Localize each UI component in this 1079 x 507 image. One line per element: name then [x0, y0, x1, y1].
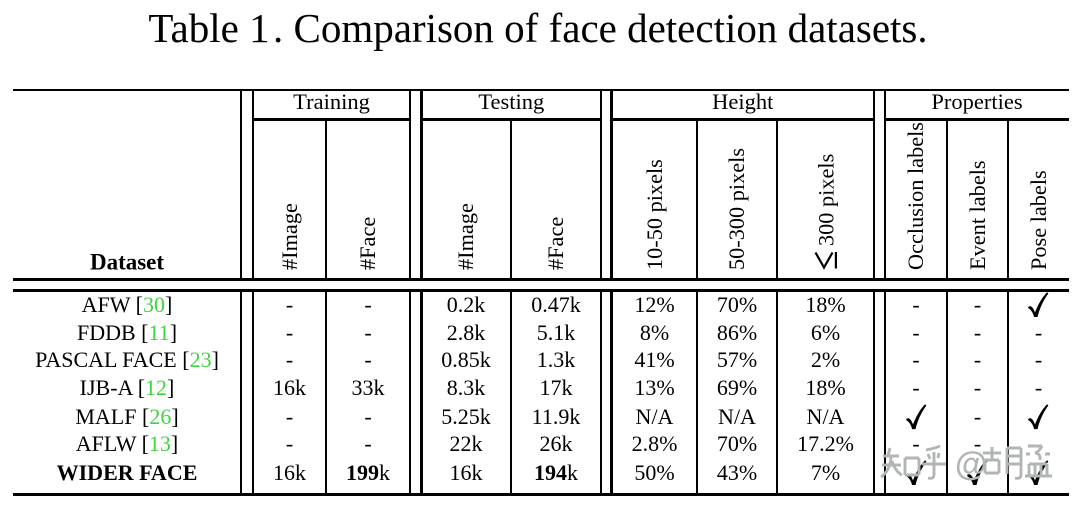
svg-text:@: @ — [955, 445, 987, 482]
